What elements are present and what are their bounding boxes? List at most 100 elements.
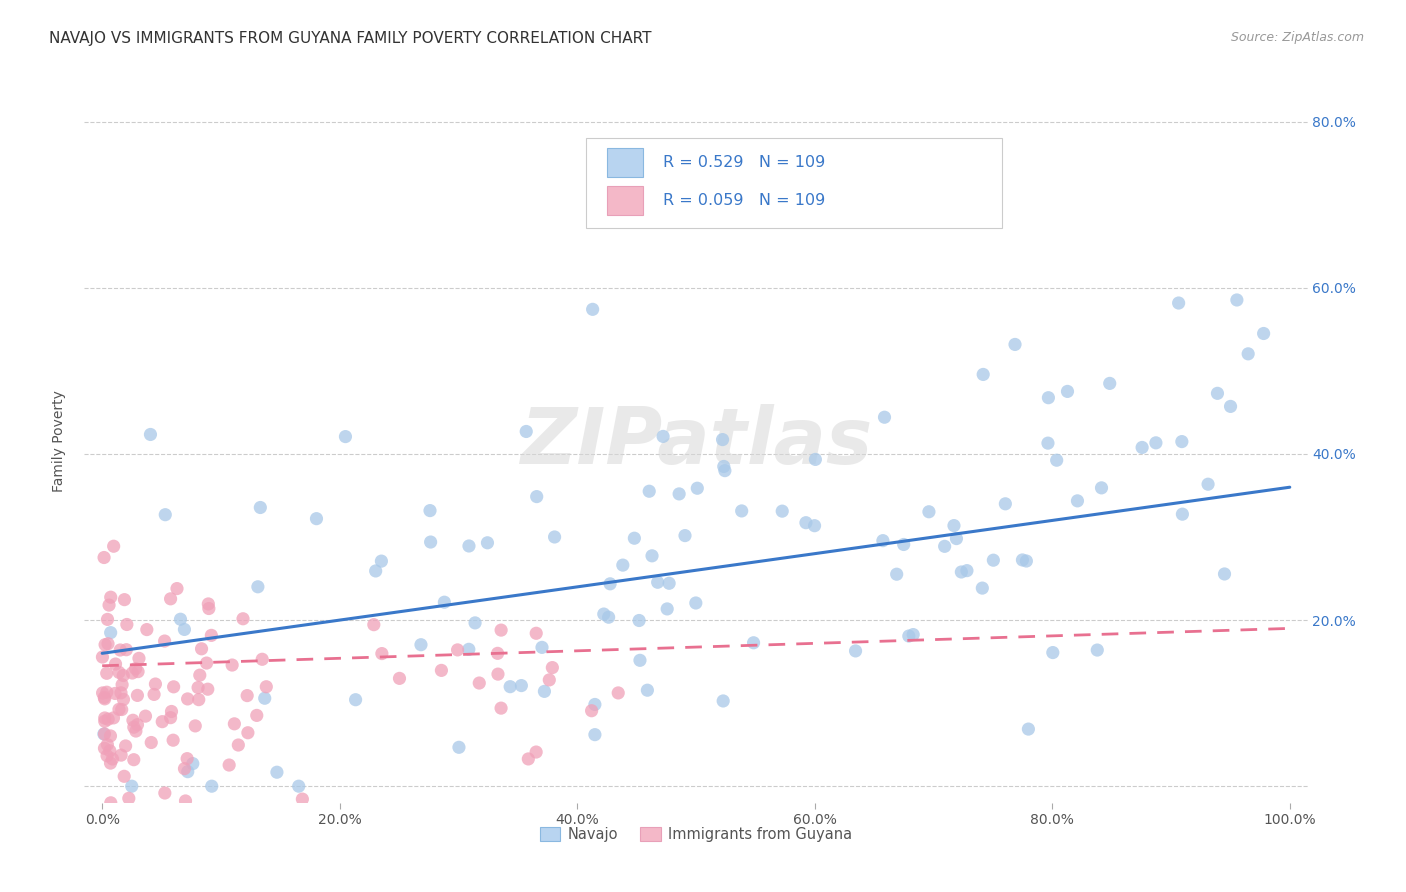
Point (127, 689, 149, 703)
Point (159, 591, 181, 606)
Point (176, 751, 198, 765)
Point (114, 592, 136, 607)
Point (918, 505, 941, 519)
Point (956, 564, 979, 578)
Point (287, 779, 309, 793)
Point (1167, 296, 1189, 310)
Point (344, 692, 367, 706)
Point (111, 702, 134, 716)
Point (1042, 646, 1064, 660)
Point (636, 683, 658, 698)
Point (364, 564, 387, 578)
Point (1066, 494, 1088, 508)
Point (128, 651, 150, 665)
Point (228, 738, 250, 752)
Point (582, 302, 605, 317)
Point (685, 596, 707, 610)
Text: ZIPatlas: ZIPatlas (520, 403, 872, 480)
Bar (606, 148, 644, 177)
Point (110, 643, 132, 657)
Point (184, 719, 207, 733)
Point (1213, 566, 1236, 581)
Point (893, 537, 915, 551)
Point (658, 576, 681, 591)
Point (177, 764, 200, 779)
Point (112, 668, 135, 682)
Point (100, 625, 122, 640)
Point (419, 503, 441, 517)
Point (190, 641, 212, 656)
Point (533, 684, 555, 698)
Point (1098, 376, 1121, 391)
Point (155, 508, 177, 522)
Point (543, 530, 565, 544)
Point (118, 791, 141, 805)
Point (246, 580, 269, 594)
Point (446, 643, 468, 657)
Point (583, 698, 606, 712)
Point (153, 786, 176, 800)
Point (657, 602, 679, 616)
Point (972, 581, 994, 595)
Point (1036, 436, 1059, 450)
Point (236, 725, 259, 739)
Point (162, 733, 184, 747)
Point (1056, 384, 1078, 399)
Point (195, 656, 218, 670)
Point (598, 610, 620, 624)
Point (1206, 386, 1229, 401)
Point (141, 735, 163, 749)
Point (1237, 347, 1260, 361)
Point (122, 720, 145, 734)
Point (430, 664, 453, 678)
Point (266, 765, 288, 780)
Point (934, 539, 956, 553)
Point (897, 629, 920, 643)
Point (517, 752, 540, 766)
Text: R = 0.059   N = 109: R = 0.059 N = 109 (664, 193, 825, 208)
Point (647, 575, 669, 590)
Point (612, 558, 634, 573)
Point (93, 711, 115, 725)
Point (101, 752, 124, 766)
Point (711, 694, 734, 708)
Point (246, 708, 269, 723)
Point (94, 638, 117, 652)
Point (1226, 293, 1249, 307)
Point (91, 686, 114, 700)
Point (714, 464, 737, 478)
Point (121, 779, 143, 793)
Point (803, 518, 825, 533)
Point (103, 539, 125, 553)
Point (224, 716, 246, 731)
Point (96, 738, 118, 752)
Point (121, 665, 143, 680)
Point (198, 601, 221, 615)
Point (1171, 507, 1194, 521)
Point (1038, 391, 1060, 405)
Text: NAVAJO VS IMMIGRANTS FROM GUYANA FAMILY POVERTY CORRELATION CHART: NAVAJO VS IMMIGRANTS FROM GUYANA FAMILY … (49, 31, 652, 46)
Point (489, 623, 512, 637)
Point (335, 429, 357, 443)
Point (388, 672, 411, 686)
Point (623, 531, 645, 545)
Point (181, 756, 204, 771)
Point (93, 550, 115, 565)
Point (93, 727, 115, 741)
Point (713, 459, 735, 474)
Point (173, 623, 195, 637)
Point (526, 490, 548, 504)
Point (581, 704, 603, 718)
Point (143, 687, 166, 701)
Point (599, 577, 621, 591)
Point (169, 612, 191, 626)
Point (994, 497, 1017, 511)
Point (1197, 477, 1219, 491)
Point (770, 504, 793, 518)
Point (96, 666, 118, 681)
Point (524, 745, 547, 759)
Point (93, 690, 115, 705)
Point (731, 504, 754, 518)
Point (652, 429, 675, 443)
Point (711, 433, 734, 447)
